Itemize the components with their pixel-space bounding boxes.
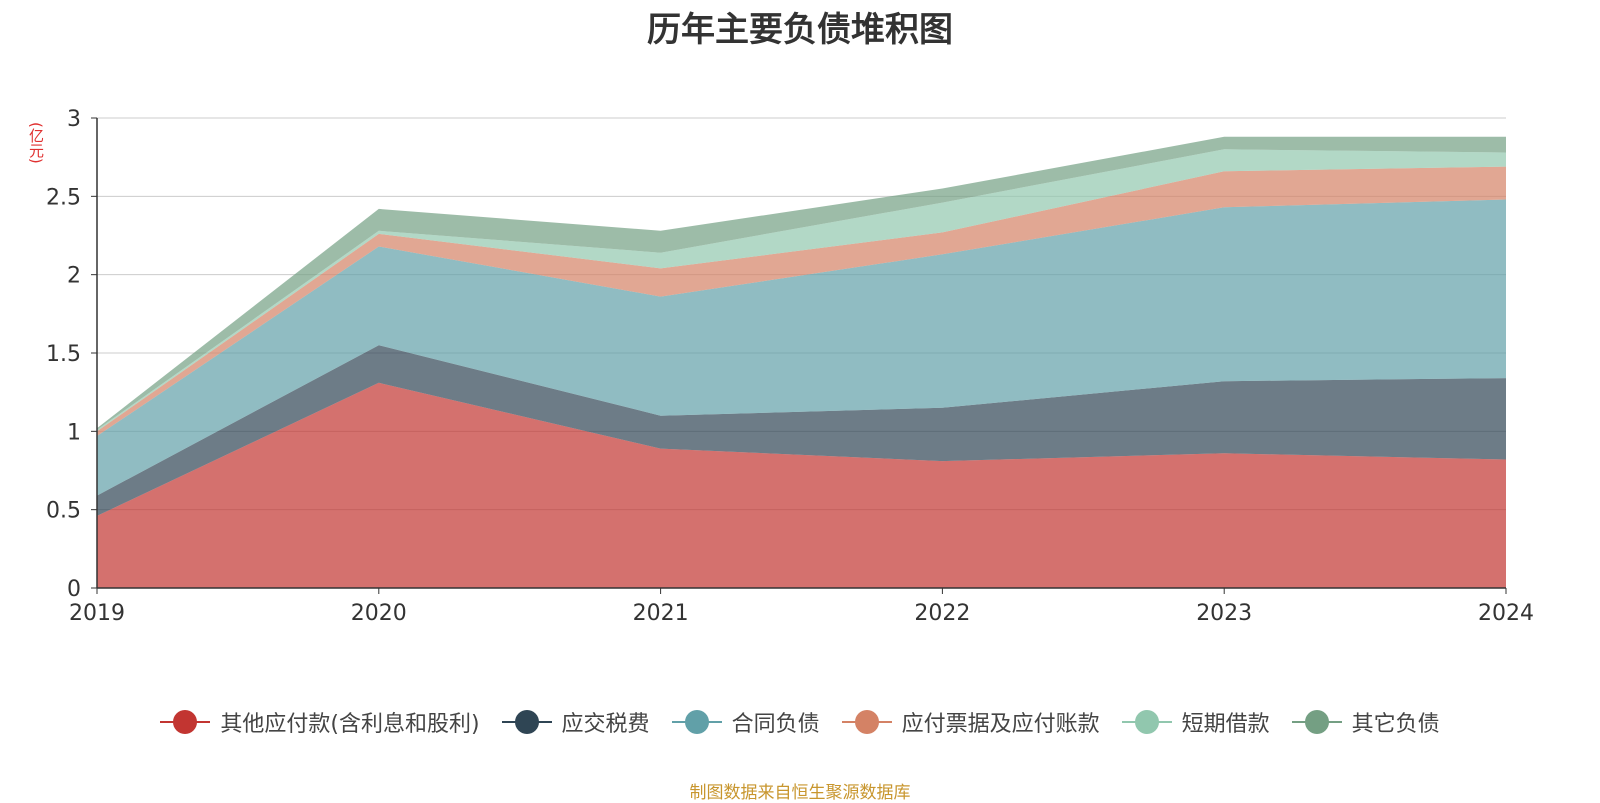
legend-marker-icon — [501, 710, 552, 734]
x-tick-label: 2019 — [69, 601, 125, 626]
y-tick-label: 0 — [67, 577, 81, 602]
area-series — [97, 199, 1506, 496]
legend-item[interactable]: 其它负债 — [1291, 706, 1440, 738]
area-series — [97, 166, 1506, 436]
y-tick-label: 2.5 — [46, 185, 81, 210]
legend-label: 合同负债 — [731, 712, 820, 737]
area-series — [97, 382, 1506, 588]
x-tick-label: 2022 — [914, 601, 970, 626]
legend-marker-icon — [1121, 710, 1172, 734]
data-source-note: 制图数据来自恒生聚源数据库 — [689, 783, 911, 803]
y-axis-unit-label: (亿元) — [27, 122, 45, 164]
y-tick-label: 1.5 — [46, 342, 81, 367]
series-areas — [97, 136, 1506, 588]
legend-marker-icon — [1291, 710, 1342, 734]
legend-label: 应交税费 — [561, 712, 650, 737]
y-tick-label: 1 — [67, 420, 81, 445]
legend-item[interactable]: 应付票据及应付账款 — [841, 706, 1100, 738]
y-tick-label: 3 — [67, 107, 81, 132]
legend-marker-icon — [841, 710, 892, 734]
legend-label: 其他应付款(含利息和股利) — [220, 712, 480, 737]
legend-label: 短期借款 — [1181, 712, 1270, 737]
legend: 其他应付款(含利息和股利) 应交税费 合同负债 应付票据及应付账款 短期借款 其它负债 — [0, 706, 1600, 738]
legend-item[interactable]: 合同负债 — [671, 706, 820, 738]
y-tick-label: 0.5 — [46, 499, 81, 524]
area-series — [97, 345, 1506, 516]
legend-item[interactable]: 应交税费 — [501, 706, 650, 738]
legend-marker-icon — [671, 710, 722, 734]
legend-item[interactable]: 短期借款 — [1121, 706, 1270, 738]
x-tick-label: 2023 — [1196, 601, 1252, 626]
x-tick-label: 2024 — [1478, 601, 1534, 626]
legend-label: 应付票据及应付账款 — [901, 712, 1100, 737]
stacked-area-chart: 0 0.5 1 1.5 2 2.5 3 2019 2020 2021 2022 2023 2024 — [46, 107, 1534, 626]
y-tick-label: 2 — [67, 264, 81, 289]
legend-marker-icon — [160, 710, 211, 734]
chart-title: 历年主要负债堆积图 — [647, 10, 953, 50]
legend-item[interactable]: 其他应付款(含利息和股利) — [160, 706, 480, 738]
x-tick-label: 2020 — [351, 601, 407, 626]
x-tick-label: 2021 — [633, 601, 689, 626]
axes: 0 0.5 1 1.5 2 2.5 3 2019 2020 2021 2022 2023 2024 — [46, 107, 1534, 626]
legend-label: 其它负债 — [1351, 712, 1440, 737]
